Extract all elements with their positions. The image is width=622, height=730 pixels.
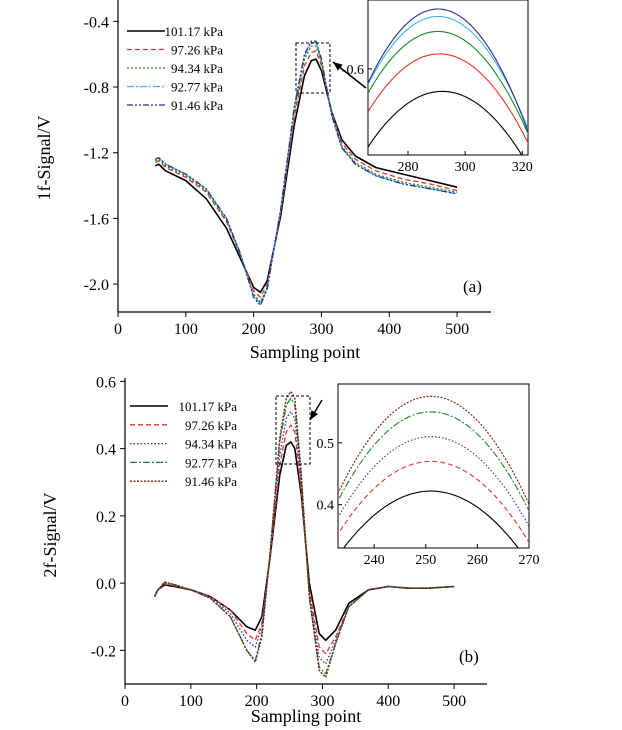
x-axis-label: Sampling point	[250, 342, 361, 362]
inset-frame	[367, 0, 529, 156]
legend-label: 94.34 kPa	[171, 61, 223, 76]
legend-label: 92.77 kPa	[171, 80, 223, 95]
legend-label: 101.17 kPa	[179, 399, 238, 414]
y-tick-label: 0.4	[96, 442, 116, 459]
y-axis-label: 2f-Signal/V	[40, 493, 60, 578]
panel-label: (a)	[463, 277, 482, 296]
x-tick-label: 500	[442, 693, 466, 710]
x-tick-label: 200	[242, 321, 266, 338]
inset-x-tick-label: 320	[512, 160, 533, 175]
panel-label: (b)	[459, 647, 479, 666]
zoom-box	[275, 395, 311, 465]
inset-series-line	[368, 53, 528, 145]
y-tick-label: -0.4	[84, 14, 109, 31]
inset-chart: 240 250 260 270 0.4 0.5	[317, 383, 540, 568]
series-line	[155, 45, 458, 303]
inset-frame	[337, 383, 530, 549]
inset-series-line	[368, 30, 528, 135]
legend-label: 101.17 kPa	[165, 24, 224, 39]
zoom-arrowhead	[333, 62, 343, 71]
series-line	[155, 40, 458, 307]
legend-label: 92.77 kPa	[185, 455, 237, 470]
x-tick-label: 400	[377, 321, 401, 338]
inset-series-line	[368, 15, 528, 131]
series-line	[154, 410, 455, 665]
inset-x-tick-label: 300	[455, 160, 476, 175]
y-tick-label: 0.2	[96, 509, 116, 526]
inset-x-tick-label: 280	[398, 160, 419, 175]
x-axis-label: Sampling point	[251, 706, 362, 726]
zoom-box	[295, 42, 331, 94]
inset-x-tick-label: 250	[415, 553, 436, 568]
x-tick-label: 100	[174, 321, 198, 338]
x-tick-label: 0	[114, 321, 122, 338]
x-tick-label: 200	[245, 693, 269, 710]
zoom-arrowhead	[310, 410, 319, 420]
inset-x-tick-label: 240	[364, 553, 385, 568]
series-line	[155, 50, 458, 298]
x-tick-label: 0	[121, 693, 129, 710]
legend-label: 97.26 kPa	[185, 418, 237, 433]
inset-y-tick-label: 0.5	[317, 437, 335, 452]
y-tick-label: -2.0	[84, 277, 109, 294]
x-tick-label: 500	[445, 321, 469, 338]
y-axis-label: 1f-Signal/V	[34, 116, 54, 201]
legend-label: 97.26 kPa	[171, 43, 223, 58]
inset-series-line	[338, 436, 529, 528]
x-tick-label: 400	[376, 693, 400, 710]
inset-series-line	[338, 395, 529, 506]
legend-label: 91.46 kPa	[171, 98, 223, 113]
y-tick-label: -0.8	[84, 80, 109, 97]
inset-x-tick-label: 270	[519, 553, 540, 568]
inset-y-tick-label: -0.6	[342, 63, 364, 78]
y-tick-label: 0.6	[96, 374, 116, 391]
inset-series-line	[338, 411, 529, 513]
inset-y-tick-label: 0.4	[317, 499, 335, 514]
y-tick-label: 0.0	[96, 576, 116, 593]
x-tick-label: 300	[309, 321, 333, 338]
y-tick-label: -1.6	[84, 211, 109, 228]
legend-label: 91.46 kPa	[185, 474, 237, 489]
inset-chart: 280 300 320 -0.6	[342, 0, 533, 175]
inset-x-tick-label: 260	[467, 553, 488, 568]
inset-series-line	[368, 8, 528, 133]
y-tick-label: -0.2	[91, 643, 116, 660]
inset-series-line	[338, 460, 529, 544]
chart-panel-b: 0 100 200 300 400 500 -0.2 0.0 0.2 0.4 0.6 101.17 k…	[40, 374, 540, 726]
x-tick-label: 300	[310, 693, 334, 710]
inset-series-line	[343, 490, 519, 548]
legend-label: 94.34 kPa	[185, 437, 237, 452]
chart-panel-a: 0 100 200 300 400 500 -2.0 -1.6 -1.2 -0.8 -0.4 101.…	[34, 0, 533, 362]
y-tick-label: -1.2	[84, 146, 109, 163]
series-line	[154, 58, 458, 294]
x-tick-label: 100	[179, 693, 203, 710]
inset-series-line	[368, 90, 523, 155]
series-line	[153, 390, 455, 678]
